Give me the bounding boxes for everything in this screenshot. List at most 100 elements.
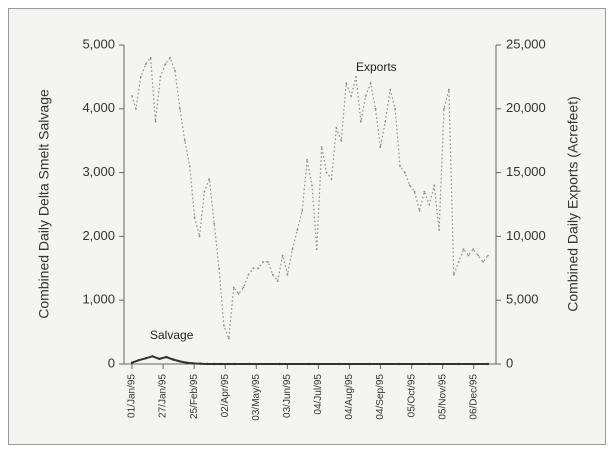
data-point-exports xyxy=(164,63,167,65)
data-point-exports xyxy=(389,88,392,91)
data-point-exports xyxy=(462,248,465,251)
data-point-exports xyxy=(281,254,284,257)
data-point-salvage xyxy=(397,362,401,366)
data-point-salvage xyxy=(457,362,460,366)
y-tick-label-left: 3,000 xyxy=(82,164,115,179)
data-point-exports xyxy=(218,267,220,270)
data-point-exports xyxy=(232,286,235,289)
x-tick-label: 01/Jan/95 xyxy=(127,374,138,418)
data-point-salvage xyxy=(137,359,140,362)
data-point-exports xyxy=(413,190,416,193)
data-point-salvage xyxy=(428,362,431,366)
series-line-salvage xyxy=(131,355,488,365)
x-tick-label: 04/Jul/95 xyxy=(313,374,324,415)
data-point-exports xyxy=(394,107,396,110)
data-point-exports xyxy=(135,107,137,110)
data-point-salvage xyxy=(199,362,202,365)
data-point-exports xyxy=(159,76,162,78)
data-point-exports xyxy=(237,292,240,295)
exports-annotation: Exports xyxy=(356,60,397,74)
data-point-exports xyxy=(306,158,308,161)
data-point-salvage xyxy=(171,358,175,361)
data-point-salvage xyxy=(192,362,195,365)
series-line-exports xyxy=(131,56,489,339)
data-point-exports xyxy=(276,280,279,282)
data-point-exports xyxy=(183,139,186,142)
data-point-exports xyxy=(149,56,152,59)
data-point-exports xyxy=(355,76,357,78)
data-point-exports xyxy=(379,146,382,149)
y-tick-label-left: 2,000 xyxy=(82,228,115,243)
data-point-exports xyxy=(399,165,401,168)
data-point-exports xyxy=(262,261,264,263)
data-point-exports xyxy=(487,254,489,257)
x-tick-label: 27/Jan/95 xyxy=(158,374,169,418)
data-point-exports xyxy=(428,203,431,206)
data-point-exports xyxy=(252,267,255,270)
data-point-exports xyxy=(291,248,294,251)
data-point-salvage xyxy=(158,357,161,361)
data-point-exports xyxy=(482,261,484,263)
data-point-exports xyxy=(345,82,348,85)
data-point-exports xyxy=(296,229,299,231)
y-tick-label-right: 10,000 xyxy=(506,228,546,243)
y-axis-right-title: Combined Daily Exports (Acrefeet) xyxy=(565,96,581,312)
data-point-exports xyxy=(320,146,323,149)
data-point-exports xyxy=(174,69,176,72)
x-tick-label: 25/Feb/95 xyxy=(189,374,200,419)
data-point-exports xyxy=(188,165,191,168)
y-tick-label-left: 5,000 xyxy=(82,36,115,51)
data-point-salvage xyxy=(144,357,147,360)
y-tick-label-right: 0 xyxy=(506,355,513,370)
data-point-salvage xyxy=(219,362,223,366)
x-tick-label: 06/Dec/95 xyxy=(468,374,479,420)
x-tick-label: 04/Sep/95 xyxy=(375,374,386,420)
y-tick-label-left: 4,000 xyxy=(82,100,115,115)
y-tick-label-right: 5,000 xyxy=(506,292,539,307)
data-point-exports xyxy=(477,254,480,257)
data-point-exports xyxy=(257,267,260,270)
x-tick-label: 04/Aug/95 xyxy=(344,374,355,420)
data-point-salvage xyxy=(248,362,251,366)
data-point-exports xyxy=(208,178,211,180)
data-point-exports xyxy=(472,248,475,251)
data-point-salvage xyxy=(233,362,236,366)
data-point-exports xyxy=(433,184,436,187)
data-point-exports xyxy=(364,95,367,97)
data-point-exports xyxy=(408,184,411,187)
x-tick-label: 03/Jun/95 xyxy=(282,374,293,418)
data-point-exports xyxy=(374,107,377,110)
data-point-exports xyxy=(301,210,304,212)
data-point-exports xyxy=(311,184,313,187)
data-point-exports xyxy=(448,88,450,91)
data-point-exports xyxy=(369,82,372,85)
data-point-exports xyxy=(139,76,142,78)
data-point-exports xyxy=(169,56,172,59)
data-point-salvage xyxy=(338,362,341,366)
data-point-exports xyxy=(131,95,133,97)
data-point-exports xyxy=(227,337,230,340)
data-point-exports xyxy=(325,171,328,174)
y-tick-label-right: 25,000 xyxy=(506,36,546,51)
x-tick-label: 05/Oct/95 xyxy=(406,374,417,418)
x-tick-label: 05/Nov/95 xyxy=(437,374,448,420)
x-tick-label: 03/May/95 xyxy=(251,374,262,421)
data-point-salvage xyxy=(130,361,134,364)
data-point-exports xyxy=(438,229,440,231)
chart-frame xyxy=(8,8,606,445)
data-point-exports xyxy=(144,63,147,65)
data-point-exports xyxy=(213,222,216,225)
data-point-salvage xyxy=(278,362,281,366)
data-point-exports xyxy=(271,273,274,276)
data-point-exports xyxy=(423,190,426,193)
data-point-salvage xyxy=(178,360,182,363)
data-point-exports xyxy=(247,273,250,276)
x-tick-label: 02/Apr/95 xyxy=(220,374,231,418)
data-point-exports xyxy=(467,254,470,257)
y-tick-label-left: 0 xyxy=(108,355,115,370)
data-point-exports xyxy=(418,210,421,212)
data-point-exports xyxy=(330,178,333,180)
data-point-exports xyxy=(203,190,206,193)
data-point-salvage xyxy=(185,361,188,364)
